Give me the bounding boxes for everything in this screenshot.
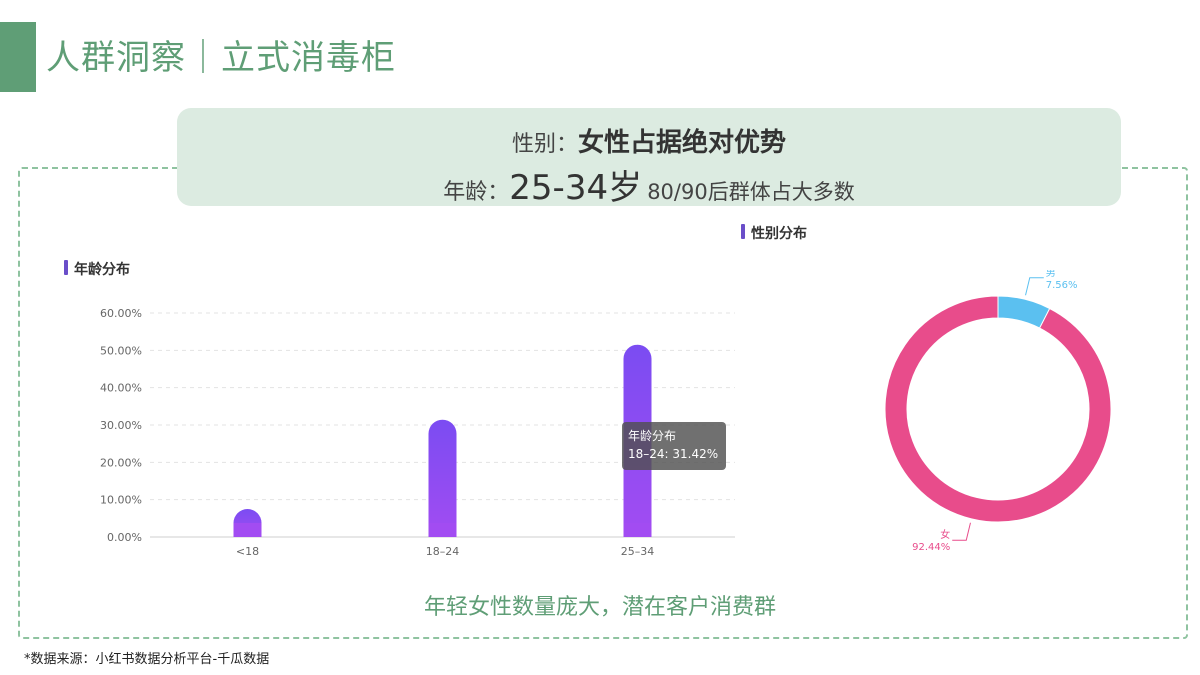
slice-value-label: 7.56% (1046, 280, 1078, 291)
x-tick-label: 18–24 (426, 545, 460, 558)
age-section-title: 年龄分布 (64, 259, 130, 279)
y-tick-label: 50.00% (100, 344, 142, 357)
page-title: 人群洞察｜立式消毒柜 (46, 38, 396, 78)
x-tick-label: <18 (236, 545, 259, 558)
slice-name-label: 男 (1046, 270, 1056, 279)
y-tick-label: 10.00% (100, 494, 142, 507)
tooltip-title: 年龄分布 (628, 429, 677, 443)
label-leader-line (1025, 277, 1044, 296)
slice-value-label: 92.44% (912, 542, 950, 553)
bar-base (428, 523, 457, 537)
tooltip-value: 18–24: 31.42% (628, 447, 719, 461)
x-tick-label: 25–34 (621, 545, 655, 558)
gender-summary: 性别：女性占据绝对优势 (177, 122, 1121, 158)
y-tick-label: 30.00% (100, 419, 142, 432)
chart-tooltip: 年龄分布 18–24: 31.42% (622, 422, 726, 470)
y-tick-label: 0.00% (107, 531, 142, 544)
gender-donut-chart: 男7.56% 女92.44% (884, 270, 1112, 553)
conclusion-text: 年轻女性数量庞大，潜在客户消费群 (423, 595, 776, 620)
bar-base (233, 523, 262, 537)
title-accent-bar (0, 22, 36, 92)
slice-name-label: 女 (940, 528, 950, 541)
age-value: 25-34岁 (509, 168, 643, 208)
age-note: 80/90后群体占大多数 (647, 180, 855, 204)
label-leader-line (952, 522, 971, 541)
y-tick-label: 60.00% (100, 307, 142, 320)
gender-label: 性别： (511, 132, 578, 157)
gender-section-title: 性别分布 (741, 223, 807, 243)
data-source: *数据来源：小红书数据分析平台-千瓜数据 (24, 652, 270, 667)
bar (428, 419, 457, 537)
age-summary: 年龄：25-34岁 80/90后群体占大多数 (177, 160, 1121, 208)
bar-base (623, 523, 652, 537)
summary-box: 性别：女性占据绝对优势 年龄：25-34岁 80/90后群体占大多数 (177, 108, 1121, 208)
y-tick-label: 20.00% (100, 456, 142, 469)
y-tick-label: 40.00% (100, 382, 142, 395)
donut-slice (884, 295, 1112, 523)
age-label: 年龄： (443, 180, 510, 205)
gender-value: 女性占据绝对优势 (578, 128, 787, 158)
